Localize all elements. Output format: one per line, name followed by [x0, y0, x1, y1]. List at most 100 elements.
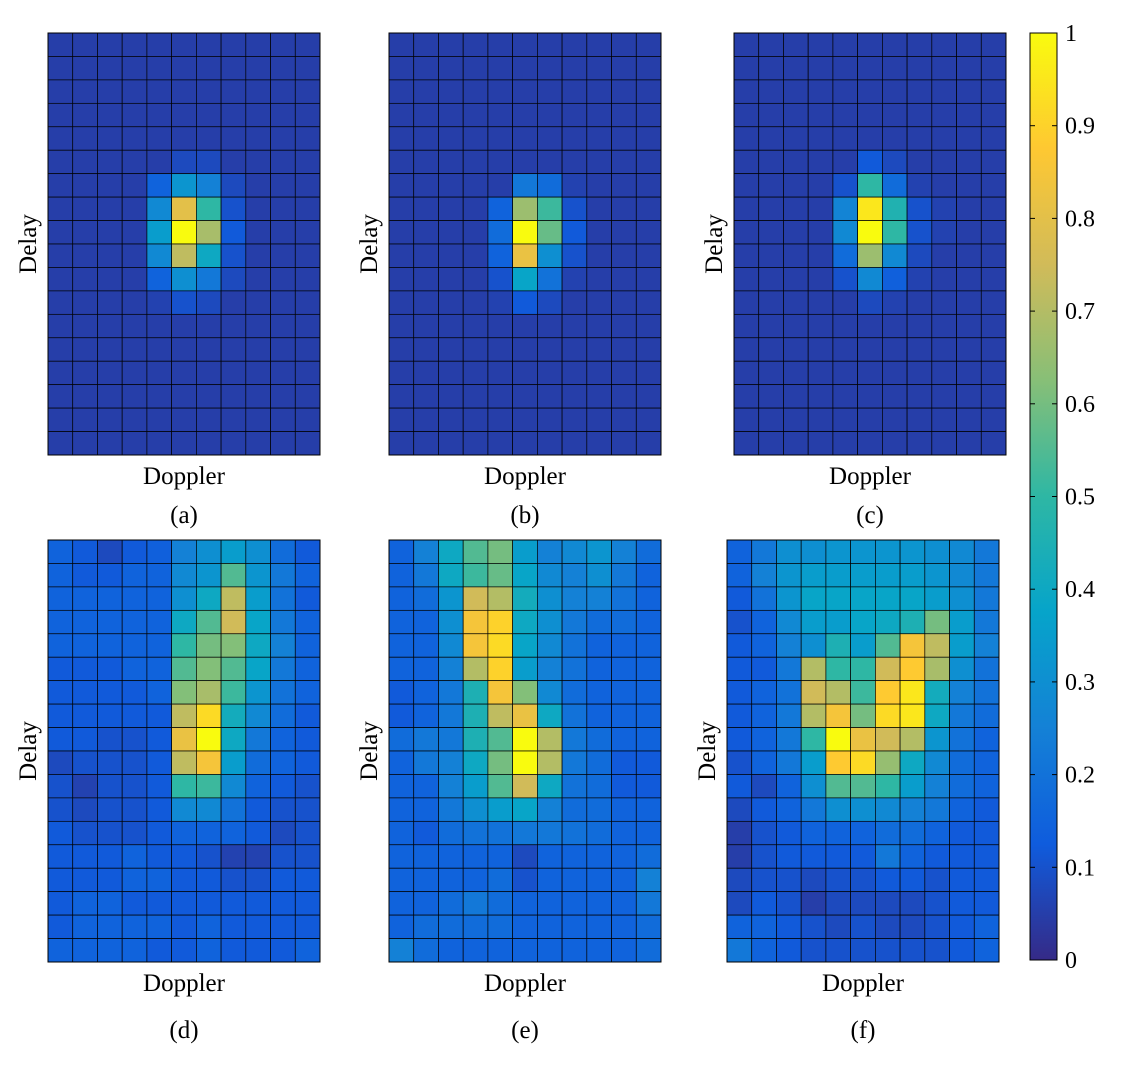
heatmap-cell: [586, 914, 612, 939]
heatmap-cell: [220, 337, 247, 362]
heatmap-cell: [882, 220, 908, 245]
heatmap-cell: [726, 609, 753, 635]
heatmap-cell: [931, 337, 957, 362]
heatmap-cell: [487, 290, 513, 315]
heatmap-cell: [72, 220, 98, 245]
heatmap-cell: [171, 938, 197, 963]
heatmap-cell: [807, 267, 834, 292]
heatmap-cell: [931, 267, 957, 292]
heatmap-cell: [196, 656, 222, 682]
heatmap-cell: [899, 703, 926, 728]
heatmap-cell: [487, 844, 513, 869]
heatmap-cell: [561, 313, 588, 339]
heatmap-cell: [611, 633, 637, 658]
heatmap-cell: [97, 774, 123, 799]
heatmap-cell: [850, 609, 876, 635]
heatmap-cell: [906, 126, 933, 151]
heatmap-cell: [825, 633, 851, 658]
heatmap-cell: [825, 727, 851, 752]
heatmap-cell: [537, 586, 563, 611]
heatmap-cell: [146, 384, 172, 409]
heatmap-cell: [270, 32, 296, 57]
y-axis-label: Delay: [356, 721, 383, 781]
heatmap-cell: [72, 384, 98, 409]
heatmap-cell: [294, 337, 321, 362]
heatmap-cell: [487, 32, 513, 57]
heatmap-cell: [388, 586, 415, 611]
heatmap-cell: [512, 844, 538, 869]
heatmap-cell: [97, 586, 123, 611]
heatmap-cell: [146, 196, 172, 221]
heatmap-cell: [611, 173, 637, 198]
heatmap-cell: [512, 727, 538, 752]
heatmap-cell: [245, 938, 271, 963]
heatmap-cell: [537, 32, 563, 57]
heatmap-cell: [146, 727, 172, 752]
heatmap-cell: [800, 563, 827, 588]
heatmap-cell: [462, 102, 489, 128]
heatmap-cell: [949, 539, 975, 564]
heatmap-cell: [561, 609, 588, 635]
panel-caption: (f): [851, 1017, 876, 1044]
heatmap-cell: [47, 337, 74, 362]
heatmap-cell: [733, 126, 760, 151]
heatmap-cell: [635, 586, 662, 611]
heatmap-cell: [438, 173, 464, 198]
heatmap-cell: [825, 656, 851, 682]
heatmap-cell: [973, 797, 1000, 822]
heatmap-cell: [220, 220, 247, 245]
heatmap-cell: [537, 337, 563, 362]
heatmap-cell: [980, 220, 1007, 245]
heatmap-cell: [413, 56, 439, 81]
heatmap-cell: [270, 563, 296, 588]
heatmap-cell: [220, 703, 247, 728]
heatmap-cell: [924, 703, 950, 728]
heatmap-cell: [413, 407, 439, 432]
heatmap-cell: [196, 844, 222, 869]
heatmap-cell: [294, 290, 321, 315]
heatmap-cell: [196, 703, 222, 728]
heatmap-cell: [899, 750, 926, 775]
heatmap-cell: [973, 539, 1000, 564]
heatmap-cell: [245, 79, 271, 104]
heatmap-cell: [973, 914, 1000, 939]
heatmap-cell: [611, 703, 637, 728]
x-axis-label: Doppler: [484, 463, 567, 490]
heatmap-cell: [487, 149, 513, 175]
y-axis-label: Delay: [15, 214, 42, 274]
heatmap-cell: [47, 79, 74, 104]
heatmap-cell: [832, 313, 858, 339]
heatmap-cell: [294, 313, 321, 339]
heatmap-cell: [47, 360, 74, 386]
heatmap-cell: [832, 220, 858, 245]
heatmap-cell: [537, 173, 563, 198]
heatmap-cell: [726, 938, 753, 963]
heatmap-cell: [956, 431, 982, 456]
heatmap-cell: [196, 126, 222, 151]
heatmap-cell: [537, 290, 563, 315]
heatmap-cell: [783, 267, 809, 292]
heatmap-cell: [270, 656, 296, 682]
heatmap-cell: [171, 680, 197, 705]
heatmap-cell: [512, 539, 538, 564]
heatmap-cell: [220, 867, 247, 893]
heatmap-cell: [973, 844, 1000, 869]
heatmap-cell: [171, 867, 197, 893]
heatmap-cell: [931, 360, 957, 386]
heatmap-cell: [875, 774, 901, 799]
heatmap-cell: [413, 703, 439, 728]
heatmap-cell: [906, 102, 933, 128]
heatmap-cell: [512, 609, 538, 635]
heatmap-cell: [586, 586, 612, 611]
heatmap-cell: [245, 384, 271, 409]
heatmap-cell: [72, 102, 98, 128]
heatmap-cell: [171, 774, 197, 799]
heatmap-cell: [931, 407, 957, 432]
heatmap-cell: [270, 337, 296, 362]
heatmap-cell: [733, 32, 760, 57]
heatmap-cell: [72, 820, 98, 846]
heatmap-cell: [438, 79, 464, 104]
heatmap-cell: [270, 220, 296, 245]
heatmap-cell: [245, 337, 271, 362]
heatmap-cell: [388, 243, 415, 268]
